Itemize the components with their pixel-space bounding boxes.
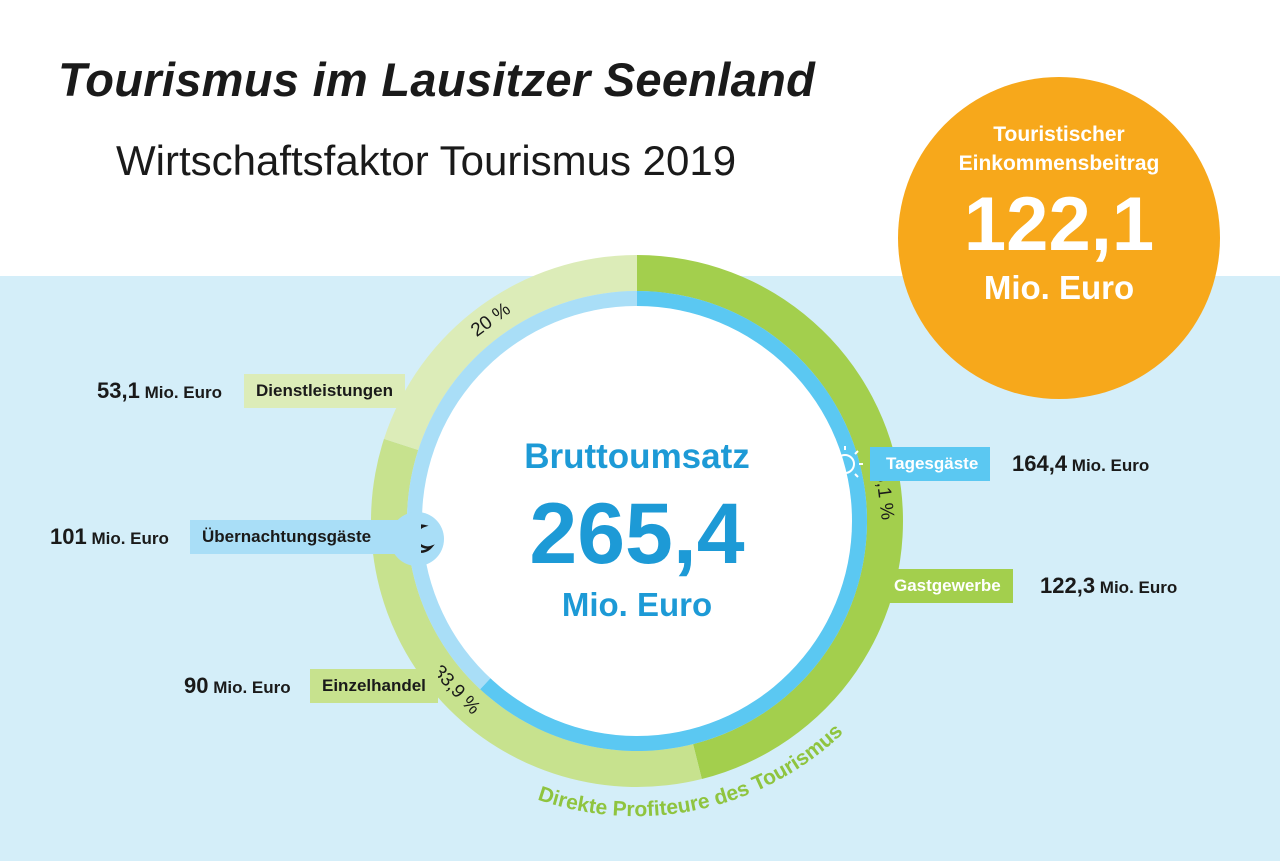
value-einzelhandel: 90 Mio. Euro <box>184 673 291 699</box>
value-uebernachtungsgaeste-num: 101 <box>50 524 87 549</box>
income-badge: Touristischer Einkommensbeitrag 122,1 Mi… <box>898 77 1220 399</box>
tag-tagesgaeste: Tagesgäste <box>870 447 991 481</box>
value-uebernachtungsgaeste-unit: Mio. Euro <box>91 529 169 548</box>
page-subtitle: Wirtschaftsfaktor Tourismus 2019 <box>116 137 737 184</box>
value-dienstleistungen: 53,1 Mio. Euro <box>97 378 222 404</box>
value-tagesgaeste: 164,4 Mio. Euro <box>1012 451 1149 477</box>
inner-segment-uebernachtungsgaeste <box>407 291 637 690</box>
outer-ring <box>370 255 904 787</box>
income-unit: Mio. Euro <box>983 269 1135 306</box>
inner-ring <box>407 291 867 751</box>
income-label-line2: Einkommensbeitrag <box>958 152 1160 175</box>
value-dienstleistungen-num: 53,1 <box>97 378 140 403</box>
value-gastgewerbe: 122,3 Mio. Euro <box>1040 573 1177 599</box>
center-value: 265,4 <box>529 486 745 582</box>
value-gastgewerbe-num: 122,3 <box>1040 573 1096 598</box>
value-dienstleistungen-unit: Mio. Euro <box>144 383 223 402</box>
center-disc <box>422 306 852 736</box>
center-unit: Mio. Euro <box>561 586 713 623</box>
tag-uebernachtungsgaeste: Übernachtungsgäste <box>190 520 422 554</box>
outer-segment-gastgewerbe <box>637 255 904 779</box>
income-label: Touristischer Einkommensbeitrag <box>898 120 1220 178</box>
tag-einzelhandel: Einzelhandel <box>310 669 438 703</box>
center-title: Bruttoumsatz <box>524 437 750 476</box>
page-title: Tourismus im Lausitzer Seenland <box>58 53 816 106</box>
sun-icon <box>827 446 863 482</box>
value-gastgewerbe-unit: Mio. Euro <box>1099 578 1178 597</box>
value-tagesgaeste-num: 164,4 <box>1012 451 1068 476</box>
value-tagesgaeste-unit: Mio. Euro <box>1071 456 1150 475</box>
tag-gastgewerbe: Gastgewerbe <box>882 569 1013 603</box>
value-einzelhandel-unit: Mio. Euro <box>213 678 291 697</box>
outer-segment-einzelhandel <box>370 438 702 787</box>
tag-dienstleistungen: Dienstleistungen <box>244 374 405 408</box>
inner-segment-tagesgaeste <box>480 291 867 751</box>
outer-segment-dienstleistungen <box>383 255 637 451</box>
value-uebernachtungsgaeste: 101 Mio. Euro <box>50 524 169 550</box>
value-einzelhandel-num: 90 <box>184 673 209 698</box>
income-value: 122,1 <box>963 182 1155 267</box>
income-label-line1: Touristischer <box>993 123 1125 146</box>
